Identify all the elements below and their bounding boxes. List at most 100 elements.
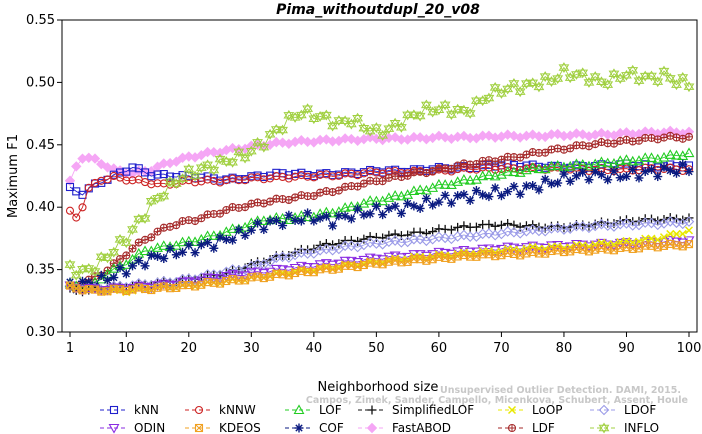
marker [122, 270, 130, 278]
marker [391, 256, 399, 265]
legend-label-knn: kNN [134, 403, 159, 417]
marker [153, 252, 162, 261]
marker [654, 172, 662, 181]
x-tick-label: 80 [556, 341, 573, 356]
legend-label-ldof: LDOF [624, 403, 656, 417]
marker [72, 213, 81, 222]
marker [503, 248, 512, 257]
marker [497, 192, 506, 200]
marker [389, 119, 401, 129]
marker [671, 81, 682, 91]
y-tick-label: 0.35 [26, 263, 55, 278]
marker [153, 179, 162, 188]
x-tick-label: 30 [243, 341, 260, 356]
marker [102, 254, 113, 264]
marker [272, 172, 281, 181]
marker [135, 256, 143, 265]
marker [128, 285, 137, 294]
marker [589, 220, 601, 232]
marker [447, 199, 456, 207]
marker [247, 226, 256, 234]
marker [395, 190, 407, 201]
marker [427, 108, 439, 118]
marker [633, 75, 645, 84]
marker [652, 219, 664, 231]
marker [414, 110, 426, 120]
marker [533, 163, 545, 174]
legend-item-loop: LoOP [498, 403, 563, 417]
marker [259, 175, 268, 184]
marker [159, 170, 168, 179]
marker [158, 240, 170, 250]
marker [596, 156, 607, 167]
marker [571, 128, 582, 139]
marker [65, 206, 75, 215]
marker [184, 280, 193, 290]
marker [189, 170, 201, 180]
marker [408, 111, 420, 121]
marker [278, 221, 287, 230]
marker [558, 64, 570, 73]
marker [170, 178, 182, 187]
marker [446, 111, 457, 121]
marker [433, 106, 445, 116]
x-tick-label: 40 [306, 341, 323, 356]
marker [652, 78, 664, 88]
marker [646, 152, 657, 162]
marker [302, 103, 313, 112]
marker [598, 404, 610, 416]
marker [678, 229, 687, 238]
marker [666, 239, 675, 248]
marker [109, 284, 118, 293]
marker [477, 170, 489, 181]
marker [234, 176, 243, 185]
marker [633, 77, 645, 87]
marker [252, 267, 264, 278]
marker [422, 194, 431, 203]
marker [346, 240, 357, 252]
marker [571, 68, 582, 78]
marker [414, 233, 426, 245]
marker [227, 159, 238, 168]
marker [183, 163, 195, 173]
marker [83, 263, 95, 272]
marker [347, 261, 356, 270]
y-tick-label: 0.50 [26, 75, 55, 90]
marker [139, 212, 151, 222]
marker [602, 79, 614, 88]
marker [171, 156, 182, 167]
marker [439, 232, 451, 244]
marker [83, 152, 94, 163]
marker [216, 233, 224, 241]
legend-item-kdeos: KDEOS [185, 421, 261, 434]
marker [471, 95, 482, 104]
marker [610, 167, 618, 175]
watermark-line-1: Unsupervised Outlier Detection. DAMI, 20… [440, 385, 681, 396]
marker [310, 217, 318, 225]
marker [264, 128, 276, 138]
marker [472, 186, 481, 195]
marker [203, 238, 212, 247]
marker [328, 265, 337, 274]
marker [295, 111, 307, 121]
marker [97, 287, 106, 296]
marker [509, 249, 518, 258]
marker [228, 275, 237, 284]
marker [194, 405, 204, 415]
marker [166, 244, 174, 253]
marker [134, 283, 143, 292]
marker [253, 272, 262, 281]
marker [459, 250, 468, 260]
marker [253, 219, 262, 227]
marker [508, 78, 520, 87]
marker [666, 229, 675, 238]
marker [358, 122, 370, 132]
x-tick-label: 100 [677, 341, 702, 356]
marker [652, 76, 664, 85]
marker [683, 83, 695, 93]
marker [260, 225, 268, 234]
marker [422, 256, 431, 265]
watermark: Unsupervised Outlier Detection. DAMI, 20… [306, 385, 688, 406]
marker [552, 75, 564, 85]
marker [241, 231, 249, 240]
